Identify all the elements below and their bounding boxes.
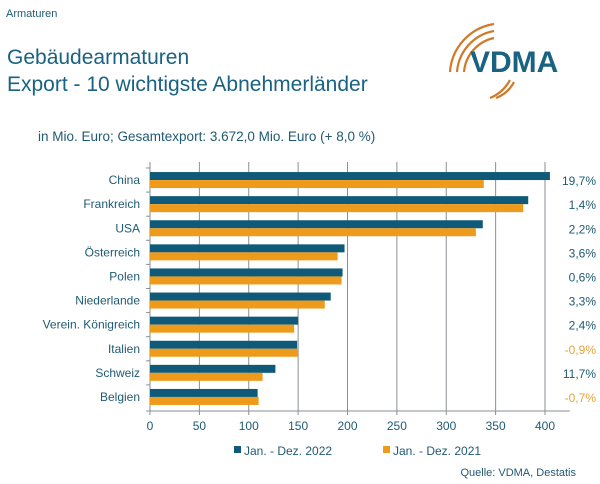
legend-swatch-2021 [383, 446, 390, 453]
change-label: 2,4% [569, 319, 597, 333]
title-line-1: Gebäudearmaturen [7, 46, 190, 69]
category-label: Verein. Königreich [43, 318, 140, 332]
bar-2021-1 [150, 180, 484, 189]
chart-title: Gebäudearmaturen Export - 10 wichtigste … [7, 44, 368, 98]
change-label: 19,7% [562, 174, 596, 188]
legend-label-2022: Jan. - Dez. 2022 [244, 444, 332, 458]
legend: Jan. - Dez. 2022 Jan. - Dez. 2021 [234, 444, 481, 458]
bar-2021-5 [150, 276, 342, 285]
x-tick-label: 0 [147, 419, 154, 433]
bar-2022-4 [150, 244, 345, 253]
logo-text: VDMA [470, 46, 558, 79]
bar-2021-4 [150, 252, 338, 261]
bar-2022-1 [150, 172, 550, 181]
x-tick-label: 150 [288, 419, 308, 433]
category-label: Niederlande [75, 294, 140, 308]
vdma-logo: VDMA [448, 22, 558, 100]
bar-chart: China Frankreich USA Österreich Polen Niederl… [43, 162, 596, 458]
chart-subtitle: in Mio. Euro; Gesamtexport: 3.672,0 Mio.… [38, 129, 376, 144]
title-line-2: Export - 10 wichtigste Abnehmerländer [7, 73, 368, 96]
bar-2022-7 [150, 316, 299, 325]
bar-2022-6 [150, 292, 331, 301]
bars [150, 172, 550, 405]
category-label: Italien [108, 342, 140, 356]
change-label: -0,9% [565, 343, 597, 357]
category-label: Schweiz [95, 366, 140, 380]
bar-2022-5 [150, 268, 343, 277]
change-label: 3,3% [569, 295, 597, 309]
x-axis-ticks: 0 50 100 150 200 250 300 350 400 [147, 411, 555, 433]
x-tick-label: 250 [387, 419, 407, 433]
bar-2021-6 [150, 300, 325, 309]
category-label: Frankreich [83, 197, 140, 211]
category-label: Belgien [100, 390, 140, 404]
category-labels: China Frankreich USA Österreich Polen Niederl… [43, 173, 141, 404]
bar-2022-8 [150, 340, 298, 349]
x-tick-label: 200 [337, 419, 357, 433]
bar-2021-9 [150, 372, 263, 381]
bar-2022-10 [150, 388, 258, 397]
x-tick-label: 350 [486, 419, 506, 433]
section-label: Armaturen [6, 8, 58, 20]
change-label: 0,6% [569, 270, 597, 284]
bar-2021-8 [150, 348, 299, 357]
category-label: China [109, 173, 141, 187]
bar-2021-10 [150, 396, 259, 405]
change-label: 11,7% [563, 367, 596, 381]
bar-2021-2 [150, 204, 524, 213]
x-tick-label: 300 [436, 419, 456, 433]
change-label: 2,2% [569, 222, 597, 236]
category-label: Polen [109, 269, 140, 283]
category-label: Österreich [85, 245, 140, 259]
x-tick-label: 50 [193, 419, 207, 433]
bar-2021-7 [150, 324, 295, 333]
bar-2022-3 [150, 220, 483, 229]
x-tick-label: 400 [535, 419, 555, 433]
x-tick-label: 100 [239, 419, 259, 433]
change-label: -0,7% [565, 391, 597, 405]
source-note: Quelle: VDMA, Destatis [460, 467, 576, 479]
change-labels: 19,7% 1,4% 2,2% 3,6% 0,6% 3,3% 2,4% -0,9% 11,7% -… [562, 174, 596, 405]
bar-2022-2 [150, 196, 529, 205]
legend-label-2021: Jan. - Dez. 2021 [393, 444, 481, 458]
bar-2021-3 [150, 228, 476, 237]
legend-swatch-2022 [234, 446, 241, 453]
change-label: 1,4% [569, 198, 597, 212]
change-label: 3,6% [569, 246, 597, 260]
logo-arcs-icon [448, 22, 515, 100]
bar-2022-9 [150, 364, 276, 373]
category-label: USA [115, 221, 140, 235]
